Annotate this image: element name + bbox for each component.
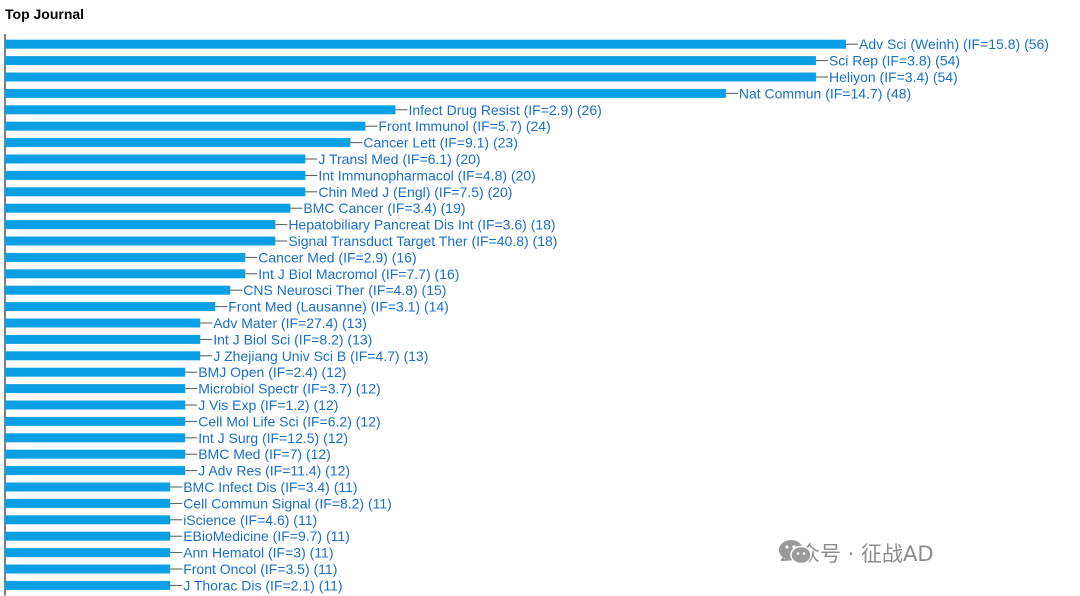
- bar: [5, 367, 186, 377]
- bar: [5, 138, 351, 148]
- bar-label: iScience (IF=4.6) (11): [183, 512, 317, 528]
- bar: [5, 564, 171, 574]
- bar-label: J Zhejiang Univ Sci B (IF=4.7) (13): [213, 348, 428, 364]
- bar: [5, 154, 306, 164]
- bar: [5, 203, 291, 213]
- bar-label: Int J Biol Macromol (IF=7.7) (16): [258, 266, 459, 282]
- bar: [5, 384, 186, 394]
- bar: [5, 416, 186, 426]
- bar: [5, 515, 171, 525]
- wechat-icon: [779, 540, 812, 565]
- bar: [5, 252, 246, 262]
- bar-label: Cell Commun Signal (IF=8.2) (11): [183, 495, 392, 511]
- bar: [5, 39, 846, 49]
- bar: [5, 105, 396, 115]
- bar: [5, 269, 246, 279]
- bar-label: Adv Mater (IF=27.4) (13): [213, 315, 367, 331]
- bar: [5, 220, 276, 230]
- bar: [5, 400, 186, 410]
- bar-label: J Transl Med (IF=6.1) (20): [318, 151, 480, 167]
- bar-label: Cancer Lett (IF=9.1) (23): [363, 135, 517, 151]
- watermark: 公众号 · 征战AD: [778, 538, 934, 568]
- bar: [5, 88, 726, 98]
- bar-label: Front Immunol (IF=5.7) (24): [378, 118, 550, 134]
- bar-label: Adv Sci (Weinh) (IF=15.8) (56): [859, 36, 1049, 52]
- bar: [5, 121, 366, 131]
- bar-label: Int J Biol Sci (IF=8.2) (13): [213, 331, 372, 347]
- bar: [5, 285, 231, 295]
- bar-label: Microbiol Spectr (IF=3.7) (12): [198, 381, 380, 397]
- bar: [5, 334, 201, 344]
- bar: [5, 170, 306, 180]
- chart-title: Top Journal: [5, 6, 85, 22]
- bar: [5, 187, 306, 197]
- bar: [5, 548, 171, 558]
- bar-label: Hepatobiliary Pancreat Dis Int (IF=3.6) …: [288, 217, 555, 233]
- bar-label: Front Med (Lausanne) (IF=3.1) (14): [228, 299, 449, 315]
- bar-label: BMC Cancer (IF=3.4) (19): [303, 200, 465, 216]
- bar: [5, 449, 186, 459]
- bar-label: Sci Rep (IF=3.8) (54): [829, 53, 960, 69]
- bar-label: Ann Hematol (IF=3) (11): [183, 545, 333, 561]
- bar: [5, 498, 171, 508]
- bar-label: Chin Med J (Engl) (IF=7.5) (20): [318, 184, 512, 200]
- bar-label: Nat Commun (IF=14.7) (48): [739, 85, 911, 101]
- bar-label: EBioMedicine (IF=9.7) (11): [183, 528, 350, 544]
- bar-label: BMJ Open (IF=2.4) (12): [198, 364, 346, 380]
- bar-label: BMC Med (IF=7) (12): [198, 446, 331, 462]
- bar-label: Heliyon (IF=3.4) (54): [829, 69, 958, 85]
- bar-label: Signal Transduct Target Ther (IF=40.8) (…: [288, 233, 557, 249]
- bar: [5, 302, 216, 312]
- bar-label: CNS Neurosci Ther (IF=4.8) (15): [243, 282, 446, 298]
- bar: [5, 56, 816, 66]
- bar-label: Int J Surg (IF=12.5) (12): [198, 430, 348, 446]
- bar: [5, 482, 171, 492]
- bar-label: Int Immunopharmacol (IF=4.8) (20): [318, 167, 535, 183]
- bar-label: Cancer Med (IF=2.9) (16): [258, 249, 416, 265]
- bar-label: Front Oncol (IF=3.5) (11): [183, 561, 337, 577]
- bar: [5, 318, 201, 328]
- bar: [5, 531, 171, 541]
- bar-label: Cell Mol Life Sci (IF=6.2) (12): [198, 413, 380, 429]
- bar-label: BMC Infect Dis (IF=3.4) (11): [183, 479, 357, 495]
- bar: [5, 433, 186, 443]
- bar: [5, 580, 171, 590]
- bar: [5, 236, 276, 246]
- bar-label: J Adv Res (IF=11.4) (12): [198, 463, 350, 479]
- bar: [5, 351, 201, 361]
- bar-label: Infect Drug Resist (IF=2.9) (26): [408, 102, 601, 118]
- bar-label: J Vis Exp (IF=1.2) (12): [198, 397, 338, 413]
- bar: [5, 466, 186, 476]
- bar: [5, 72, 816, 82]
- bar-label: J Thorac Dis (IF=2.1) (11): [183, 577, 342, 593]
